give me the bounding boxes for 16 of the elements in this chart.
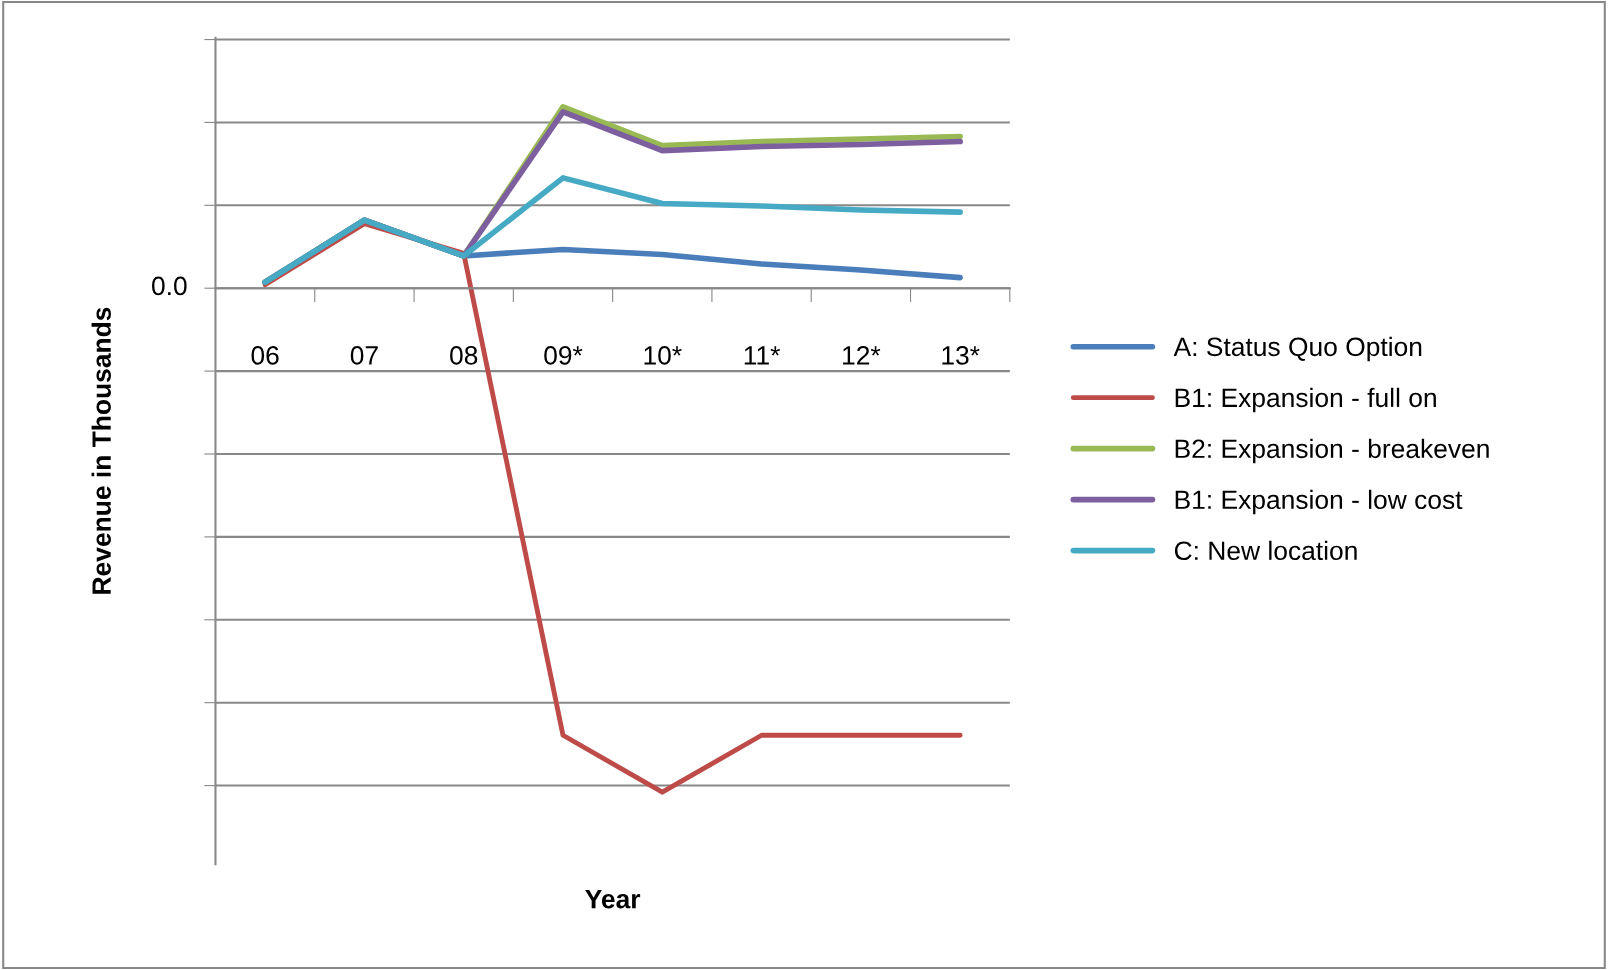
x-tick-label: 07 xyxy=(350,346,378,365)
legend-label: C: New location xyxy=(1174,540,1357,561)
text: 0.0 xyxy=(152,276,187,296)
x-tick-label: 13* xyxy=(942,346,980,365)
x-tick-label: 11* xyxy=(744,346,781,365)
legend-label: B1: Expansion - full on xyxy=(1175,387,1436,413)
y-axis-title: Revenue in Thousands xyxy=(91,307,111,594)
x-tick-label: 10* xyxy=(644,346,682,365)
x-tick-label: 12* xyxy=(843,346,881,365)
legend-label: B2: Expansion - breakeven xyxy=(1175,438,1489,464)
legend-label: B1: Expansion - low cost xyxy=(1175,489,1463,515)
x-tick-label: 08 xyxy=(450,346,478,365)
x-tick-label: 09* xyxy=(544,346,583,365)
x-axis-title: Year xyxy=(585,890,641,909)
x-tick-label: 06 xyxy=(251,346,279,365)
legend-label: A: Status Quo Option xyxy=(1173,336,1422,362)
